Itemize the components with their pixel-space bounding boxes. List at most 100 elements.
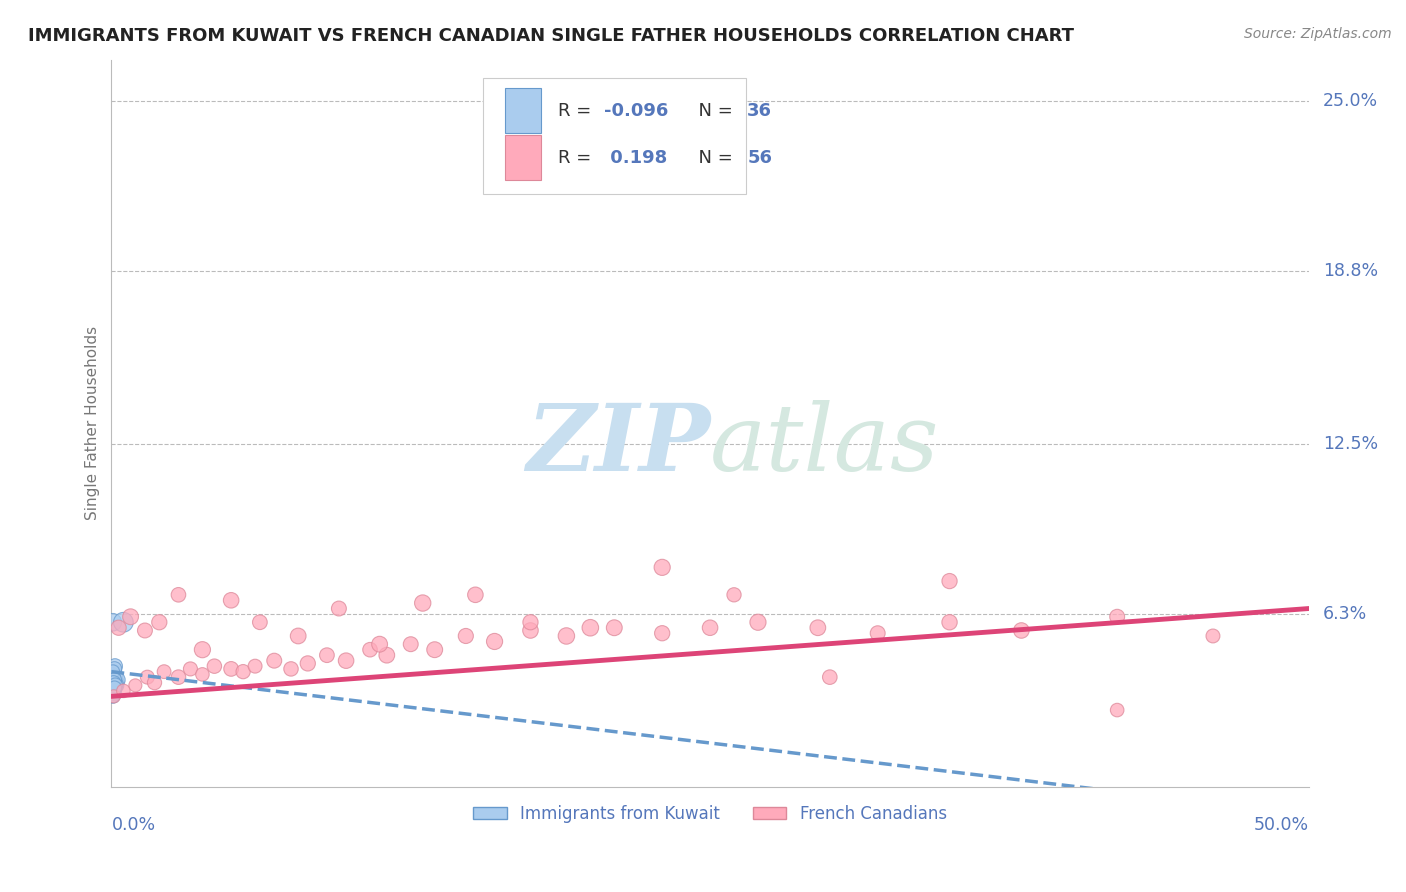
Point (191, 642, 214, 657)
Text: 25.0%: 25.0% (1323, 92, 1378, 110)
Point (280, 662, 302, 676)
Point (103, 662, 125, 676)
Point (179, 662, 201, 676)
Point (219, 593, 242, 607)
Text: 36: 36 (747, 102, 772, 120)
Point (375, 648, 398, 663)
Text: IMMIGRANTS FROM KUWAIT VS FRENCH CANADIAN SINGLE FATHER HOUSEHOLDS CORRELATION C: IMMIGRANTS FROM KUWAIT VS FRENCH CANADIA… (28, 27, 1074, 45)
Point (105, 673, 128, 687)
Point (651, 626, 673, 640)
FancyBboxPatch shape (505, 88, 541, 133)
Point (101, 678, 124, 692)
Point (112, 684, 135, 698)
Point (103, 687, 125, 701)
Point (107, 621, 129, 635)
Text: atlas: atlas (710, 401, 939, 490)
Point (202, 659, 225, 673)
Point (219, 662, 242, 676)
Point (579, 621, 602, 635)
Point (101, 667, 124, 681)
Point (103, 687, 125, 701)
Point (423, 642, 446, 657)
Point (651, 560, 673, 574)
Text: R =: R = (558, 102, 598, 120)
Point (249, 615, 271, 630)
Point (103, 675, 125, 690)
Point (603, 621, 626, 635)
Point (134, 624, 156, 638)
Point (103, 681, 125, 695)
Point (807, 621, 830, 635)
Point (399, 637, 422, 651)
Point (316, 648, 339, 663)
Point (519, 624, 541, 638)
Point (328, 601, 350, 615)
Point (938, 615, 960, 630)
Point (112, 615, 135, 630)
Text: 50.0%: 50.0% (1254, 816, 1309, 834)
Text: 0.198: 0.198 (603, 149, 666, 167)
Text: Source: ZipAtlas.com: Source: ZipAtlas.com (1244, 27, 1392, 41)
Text: 0.0%: 0.0% (111, 816, 156, 834)
Point (723, 588, 745, 602)
Point (105, 678, 128, 692)
Text: 18.8%: 18.8% (1323, 262, 1378, 280)
Point (101, 684, 124, 698)
Text: 12.5%: 12.5% (1323, 434, 1378, 453)
Point (454, 629, 477, 643)
Point (103, 673, 125, 687)
Point (866, 626, 889, 640)
Point (120, 609, 142, 624)
Point (101, 690, 124, 704)
Y-axis label: Single Father Households: Single Father Households (86, 326, 100, 520)
Point (104, 659, 127, 673)
Point (104, 678, 127, 692)
Point (359, 642, 381, 657)
Point (103, 673, 125, 687)
Point (335, 654, 357, 668)
Point (103, 684, 125, 698)
Point (287, 629, 309, 643)
Point (103, 675, 125, 690)
Point (103, 681, 125, 695)
Point (101, 665, 124, 679)
Point (101, 615, 124, 630)
Text: R =: R = (558, 149, 598, 167)
Point (1107, 609, 1129, 624)
Point (1107, 703, 1129, 717)
FancyBboxPatch shape (482, 78, 747, 194)
Text: ZIP: ZIP (526, 401, 710, 490)
Point (105, 675, 128, 690)
Point (699, 621, 721, 635)
Point (519, 615, 541, 630)
Point (143, 675, 166, 690)
Point (103, 678, 125, 692)
Point (412, 596, 434, 610)
Point (103, 684, 125, 698)
Point (232, 665, 254, 679)
Point (103, 687, 125, 701)
Point (104, 670, 127, 684)
Text: 6.3%: 6.3% (1323, 605, 1368, 623)
Point (167, 588, 190, 602)
Point (101, 670, 124, 684)
Point (1010, 624, 1032, 638)
Point (555, 629, 578, 643)
Text: N =: N = (688, 102, 738, 120)
Point (101, 690, 124, 704)
Legend: Immigrants from Kuwait, French Canadians: Immigrants from Kuwait, French Canadians (467, 798, 953, 830)
Point (243, 659, 266, 673)
Point (103, 665, 125, 679)
Point (103, 670, 125, 684)
Point (124, 678, 146, 692)
Point (191, 667, 214, 681)
Point (136, 670, 159, 684)
Point (297, 657, 319, 671)
Point (464, 588, 486, 602)
Point (103, 681, 125, 695)
Point (484, 634, 506, 648)
Point (938, 574, 960, 588)
Point (148, 615, 170, 630)
Point (103, 681, 125, 695)
Point (263, 654, 285, 668)
